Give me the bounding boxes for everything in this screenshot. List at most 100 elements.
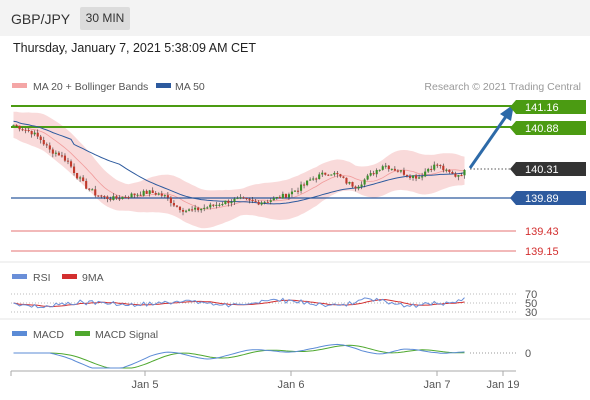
candle-body xyxy=(212,204,215,206)
candle-body xyxy=(230,201,233,204)
candle-body xyxy=(106,196,109,199)
candle-body xyxy=(130,193,133,198)
candle-body xyxy=(396,170,399,172)
candle-body xyxy=(269,200,272,202)
candle-body xyxy=(393,168,396,171)
rsi-legend-swatch xyxy=(12,274,27,279)
candles-group xyxy=(12,124,466,216)
candle-body xyxy=(375,170,378,175)
candle-body xyxy=(221,204,224,206)
candle-body xyxy=(272,198,275,201)
ma50-line xyxy=(13,120,465,205)
candle-body xyxy=(427,168,430,172)
candle-body xyxy=(72,166,76,174)
candle-body xyxy=(27,129,30,131)
candle-body xyxy=(336,172,339,175)
candle-body xyxy=(378,169,381,171)
candle-body xyxy=(88,188,91,190)
candle-body xyxy=(97,195,100,197)
candle-body xyxy=(172,203,175,206)
candle-body xyxy=(424,171,427,177)
timeframe-button[interactable]: 30 MIN xyxy=(80,7,130,30)
candle-body xyxy=(357,186,360,189)
candle-body xyxy=(145,190,148,194)
candle-body xyxy=(315,178,318,180)
candle-body xyxy=(12,124,15,126)
candle-body xyxy=(57,152,60,156)
candle-body xyxy=(399,170,402,172)
candle-body xyxy=(218,204,221,206)
level-pointer-140-31 xyxy=(510,162,516,176)
candle-body xyxy=(191,209,194,211)
candle-body xyxy=(339,174,342,177)
candle-body xyxy=(21,129,24,131)
candle-body xyxy=(39,136,42,140)
candle-body xyxy=(266,201,269,203)
macd-legend-swatch xyxy=(12,331,27,336)
candle-body xyxy=(345,177,348,184)
candle-body xyxy=(236,197,239,199)
candle-body xyxy=(136,194,139,196)
candle-body xyxy=(312,178,315,180)
candle-body xyxy=(54,152,57,154)
rsi-label-30: 30 xyxy=(525,307,537,319)
candle-body xyxy=(242,197,245,199)
bollinger-band xyxy=(13,111,465,229)
candle-body xyxy=(263,201,266,203)
macd-signal-legend-swatch xyxy=(75,331,90,336)
level-box-139-89 xyxy=(516,191,586,205)
candle-body xyxy=(112,196,115,201)
candle-body xyxy=(342,176,345,178)
candle-body xyxy=(430,168,433,170)
macd-signal-line xyxy=(13,344,465,369)
candle-body xyxy=(194,207,197,210)
candle-body xyxy=(154,192,157,195)
candle-body xyxy=(348,182,351,184)
candle-body xyxy=(215,204,218,206)
candle-body xyxy=(327,174,330,176)
candle-body xyxy=(457,175,460,177)
candle-body xyxy=(260,202,263,205)
candle-body xyxy=(451,171,454,174)
level-text-139-43: 139.43 xyxy=(525,226,559,238)
candle-body xyxy=(24,129,27,131)
candle-body xyxy=(454,173,457,177)
candle-body xyxy=(109,198,112,201)
candle-body xyxy=(209,204,212,208)
candle-body xyxy=(203,207,206,209)
candle-body xyxy=(178,206,182,211)
level-pointer-141-16 xyxy=(510,100,516,114)
candle-body xyxy=(197,207,200,211)
candle-body xyxy=(251,199,254,201)
candle-body xyxy=(48,145,51,150)
candle-body xyxy=(157,193,160,195)
candle-body xyxy=(36,132,39,137)
x-label-jan19: Jan 19 xyxy=(486,379,519,391)
level-box-141-16 xyxy=(516,100,586,114)
candle-body xyxy=(160,193,163,196)
x-label-jan7: Jan 7 xyxy=(424,379,451,391)
candle-body xyxy=(351,182,354,187)
candle-body xyxy=(306,180,309,186)
candle-body xyxy=(448,169,451,172)
candle-body xyxy=(354,186,357,189)
level-box-140-88 xyxy=(516,121,586,135)
candle-body xyxy=(290,191,294,195)
candle-body xyxy=(76,173,79,179)
candle-body xyxy=(284,193,287,198)
candle-body xyxy=(299,184,303,191)
candle-body xyxy=(408,175,412,178)
candle-body xyxy=(227,200,230,204)
candle-body xyxy=(200,208,203,211)
candle-body xyxy=(421,176,424,178)
candle-body xyxy=(127,197,130,199)
candle-body xyxy=(60,155,63,157)
candle-body xyxy=(248,198,251,200)
candle-body xyxy=(418,177,421,179)
candle-body xyxy=(118,198,121,200)
candle-body xyxy=(51,149,54,154)
candle-body xyxy=(42,139,45,145)
level-pointer-139-89 xyxy=(510,191,516,205)
candle-body xyxy=(79,177,82,179)
